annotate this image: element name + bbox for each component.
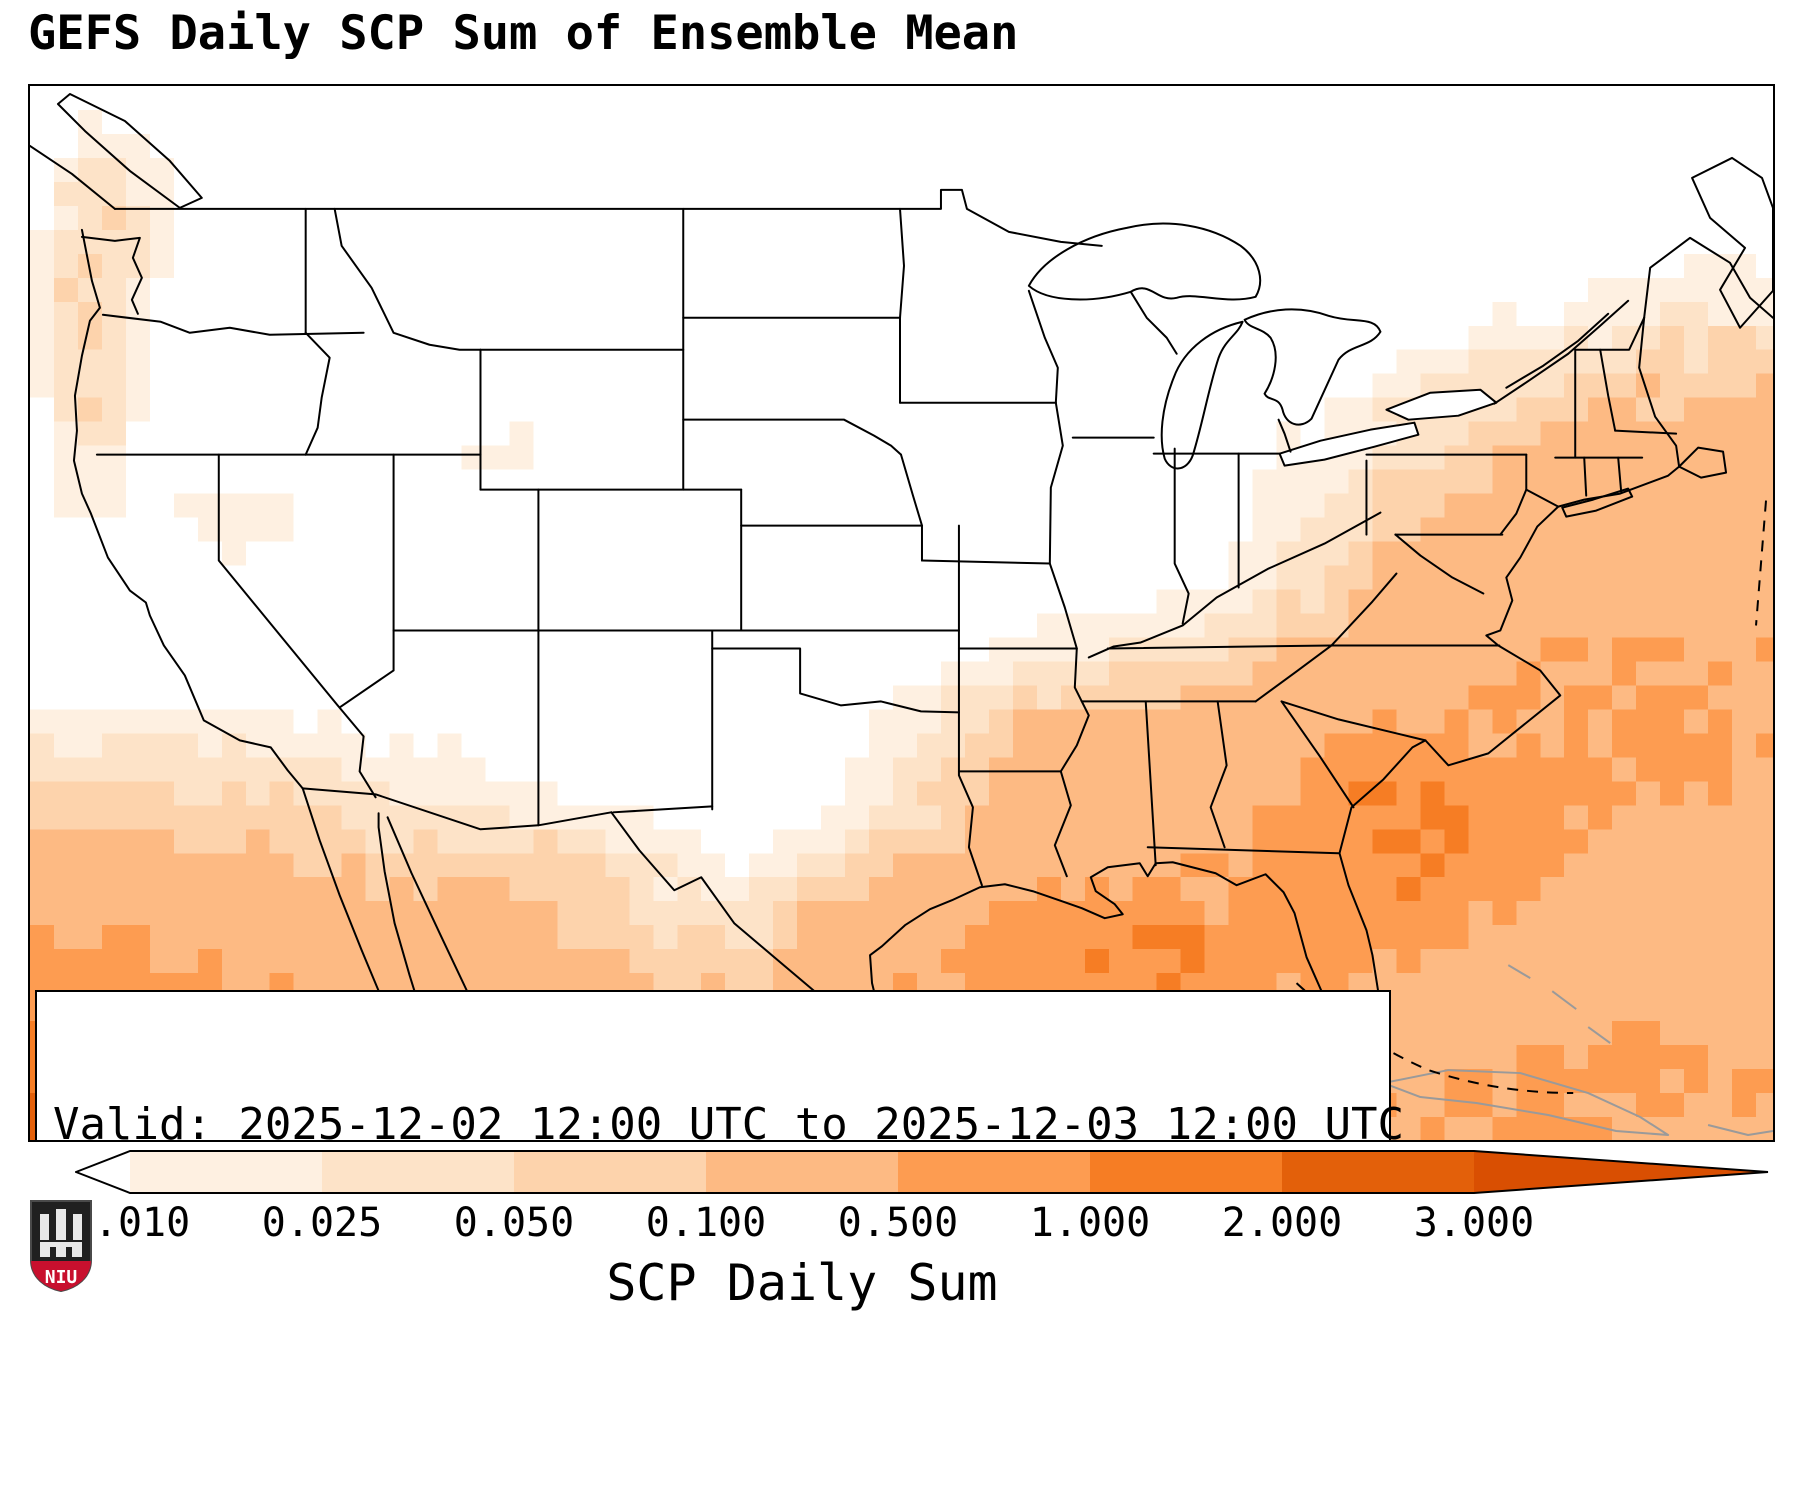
colorbar-tick: 1.000	[1029, 1200, 1151, 1246]
colorbar-tick: 0.025	[261, 1200, 383, 1246]
colorbar-under-arrow	[76, 1151, 130, 1193]
colorbar-tick: 2.000	[1221, 1200, 1343, 1246]
colorbar-segment	[130, 1151, 322, 1193]
colorbar-segment	[322, 1151, 514, 1193]
colorbar-segment	[898, 1151, 1090, 1193]
colorbar-gradient	[75, 1150, 1769, 1194]
niu-logo: NIU	[30, 1200, 92, 1293]
colorbar-tick: 3.000	[1413, 1200, 1535, 1246]
colorbar-over-arrow	[1474, 1151, 1768, 1193]
colorbar-tick: 0.050	[453, 1200, 575, 1246]
colorbar-segment	[1090, 1151, 1282, 1193]
conus-map	[30, 92, 1773, 1140]
foreign-coastlines	[1382, 964, 1773, 1137]
colorbar-tick: 0.500	[837, 1200, 959, 1246]
map-panel: Valid: 2025-12-02 12:00 UTC to 2025-12-0…	[28, 84, 1775, 1142]
valid-run-box: Valid: 2025-12-02 12:00 UTC to 2025-12-0…	[35, 990, 1405, 1142]
figure-title: GEFS Daily SCP Sum of Ensemble Mean	[28, 6, 1019, 61]
colorbar-segment	[706, 1151, 898, 1193]
scp-heatmap	[30, 109, 1773, 1140]
colorbar-label: SCP Daily Sum	[606, 1254, 998, 1312]
colorbar-segment	[514, 1151, 706, 1193]
colorbar-tick: 0.100	[645, 1200, 767, 1246]
niu-logo-text: NIU	[45, 1267, 78, 1288]
valid-text: Valid: 2025-12-02 12:00 UTC to 2025-12-0…	[53, 1099, 1405, 1142]
state-borders	[30, 92, 1773, 1140]
great-lakes	[1027, 222, 1498, 470]
colorbar-ticks: 0.010 0.025 0.050 0.100 0.500 1.000 2.000 3.000	[70, 1200, 1770, 1248]
colorbar-segment	[1282, 1151, 1474, 1193]
